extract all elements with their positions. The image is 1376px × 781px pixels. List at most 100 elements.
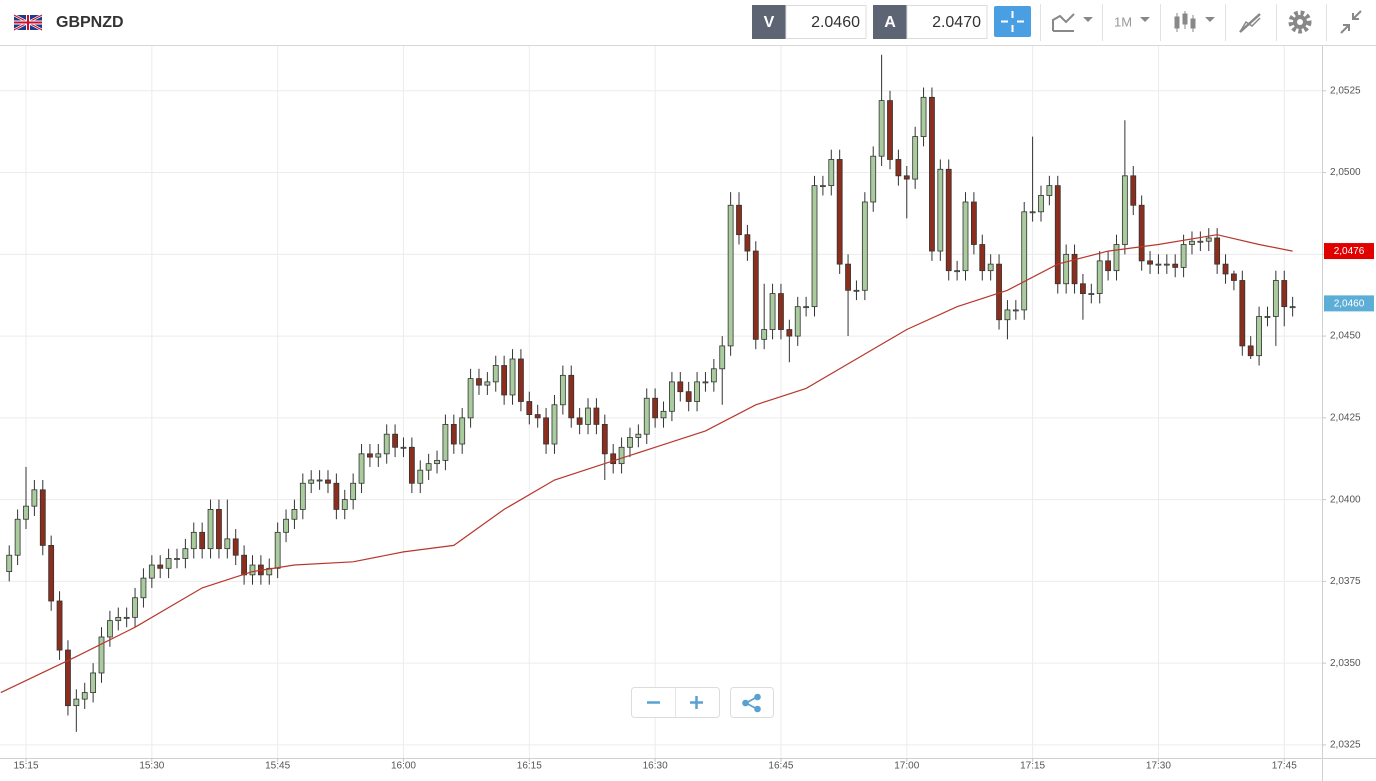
- candle-body: [669, 381, 675, 412]
- plot: [0, 54, 1296, 732]
- candle-body: [501, 365, 508, 396]
- candle-body: [920, 96, 927, 137]
- crosshair-button[interactable]: [994, 6, 1031, 37]
- y-tick-label: 2,0425: [1330, 412, 1361, 423]
- share-button[interactable]: [730, 687, 774, 718]
- candle-body: [442, 423, 449, 461]
- candle-body: [1272, 280, 1279, 317]
- timeframe[interactable]: 1M: [1114, 14, 1132, 29]
- y-tick-label: 2,0500: [1330, 167, 1361, 178]
- candle-body: [224, 538, 231, 550]
- candle-body: [618, 446, 625, 465]
- bid-price: 2.0460: [811, 14, 860, 31]
- candle-body: [970, 201, 977, 245]
- timeframe-caret: [1140, 17, 1150, 22]
- symbol: GBPNZD: [56, 14, 124, 31]
- candle-body: [635, 433, 642, 438]
- x-tick-label: 15:45: [265, 761, 290, 772]
- y-tick-label: 2,0525: [1330, 85, 1361, 96]
- candle-body: [1239, 280, 1246, 347]
- candle-body: [316, 479, 323, 482]
- bid-label-box: [752, 5, 786, 39]
- candle-body: [73, 698, 80, 707]
- candle-body: [182, 548, 189, 559]
- zoom-controls: [631, 687, 774, 718]
- candle-body: [299, 482, 306, 510]
- candle-body: [199, 531, 206, 550]
- candle-body: [216, 509, 222, 550]
- draw-button[interactable]: [1239, 13, 1261, 33]
- candle-body: [106, 620, 113, 638]
- candle-body: [450, 423, 457, 445]
- candle-body: [367, 453, 373, 458]
- candle-body: [174, 558, 180, 560]
- candle-body: [903, 175, 910, 180]
- candle-body: [1189, 240, 1195, 245]
- x-tick-label: 16:15: [517, 761, 542, 772]
- bid-box[interactable]: [785, 5, 867, 39]
- candle-body: [1155, 263, 1162, 266]
- candle-body: [710, 368, 717, 383]
- candle-body: [408, 446, 415, 484]
- candle-body: [1197, 240, 1204, 243]
- candle-body: [1080, 283, 1086, 294]
- candle-body: [1163, 263, 1170, 266]
- price-label: 2,0460: [1334, 299, 1365, 310]
- candle-body: [1214, 237, 1221, 265]
- candle-body: [677, 381, 684, 393]
- candle-body: [1121, 175, 1128, 245]
- candle-body: [350, 482, 357, 501]
- candle-body: [954, 270, 961, 273]
- candle-body: [417, 469, 424, 484]
- candle-body: [48, 545, 55, 602]
- ask-label: A: [884, 14, 896, 31]
- candle-body: [962, 201, 969, 272]
- candle-body: [585, 407, 591, 425]
- candle-body: [929, 96, 935, 252]
- candle-body: [601, 423, 608, 455]
- x-tick-label: 15:30: [139, 761, 164, 772]
- indicators-button[interactable]: [1052, 13, 1093, 32]
- settings-button[interactable]: [1288, 10, 1312, 34]
- candle-body: [1222, 263, 1229, 275]
- x-tick-label: 16:45: [768, 761, 793, 772]
- candle-body: [752, 250, 759, 340]
- price-label: 2,0476: [1334, 246, 1365, 257]
- candle-body: [1105, 260, 1111, 272]
- x-tick-label: 16:00: [391, 761, 416, 772]
- candle-body: [383, 433, 390, 455]
- candle-body: [719, 345, 726, 370]
- ask-label-box: [873, 5, 907, 39]
- candle-body: [794, 306, 801, 337]
- candle-body: [694, 381, 700, 402]
- candle-body: [400, 446, 407, 449]
- chart-type-button[interactable]: [1174, 11, 1215, 32]
- candle-body: [291, 509, 298, 520]
- candle-body: [769, 293, 776, 330]
- candle-body: [123, 616, 130, 619]
- candle-body: [1088, 293, 1095, 295]
- candle-body: [459, 417, 466, 445]
- candle-body: [543, 417, 549, 445]
- y-tick-label: 2,0350: [1330, 658, 1361, 669]
- candle-body: [1289, 306, 1296, 309]
- candle-body: [1004, 309, 1011, 321]
- candle-body: [1256, 316, 1262, 357]
- collapse-button[interactable]: [1340, 10, 1362, 34]
- candle-body: [736, 204, 742, 236]
- candle-body: [878, 100, 885, 157]
- candle-body: [1147, 260, 1153, 265]
- candle-body: [81, 692, 88, 700]
- candle-body: [744, 234, 751, 252]
- candle-body: [1180, 244, 1187, 268]
- zoom-in-button[interactable]: [690, 696, 703, 709]
- candle-body: [283, 518, 289, 533]
- candle-body: [627, 437, 633, 448]
- candle-body: [761, 329, 768, 340]
- ask-box[interactable]: [906, 5, 988, 39]
- candle-body: [660, 410, 667, 419]
- candle-body: [551, 404, 558, 445]
- candle-body: [333, 482, 340, 510]
- candle-body: [534, 414, 541, 419]
